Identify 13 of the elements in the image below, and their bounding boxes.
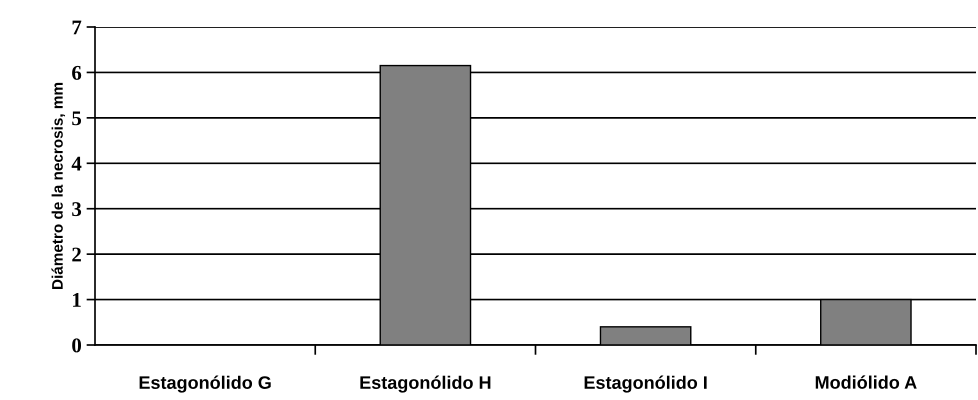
x-tick-label: Modiólido A bbox=[816, 375, 917, 389]
y-tick-label: 4 bbox=[72, 156, 82, 171]
y-tick-label: 7 bbox=[72, 20, 82, 34]
y-tick-label: 6 bbox=[72, 66, 82, 80]
x-tick-label: Estagonólido G bbox=[140, 376, 271, 393]
y-tick-label: 5 bbox=[72, 111, 82, 126]
y-tick-label: 0 bbox=[72, 338, 82, 352]
y-tick-label: 3 bbox=[72, 202, 82, 216]
y-tick-label: 1 bbox=[73, 293, 81, 307]
y-axis-title: Diámetro de la necrosis, mm bbox=[51, 82, 66, 289]
y-tick-label: 2 bbox=[72, 248, 81, 262]
x-tick-label: Estagonólido I bbox=[584, 376, 707, 393]
x-tick-label: Estagonólido H bbox=[360, 376, 490, 393]
